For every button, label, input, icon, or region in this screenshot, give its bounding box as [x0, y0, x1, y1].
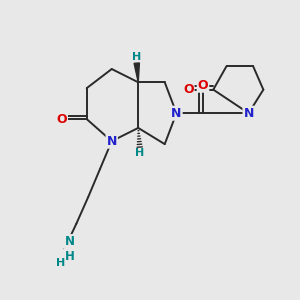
Text: O: O — [198, 79, 208, 92]
Text: N: N — [244, 107, 254, 120]
Text: H: H — [135, 148, 144, 158]
Text: N
H: N H — [64, 235, 75, 262]
Text: H: H — [56, 258, 65, 268]
Text: O: O — [56, 112, 67, 126]
Text: N: N — [106, 135, 117, 148]
Text: O: O — [183, 83, 194, 96]
Polygon shape — [134, 63, 140, 82]
Text: H: H — [132, 52, 141, 62]
Text: N: N — [171, 107, 182, 120]
